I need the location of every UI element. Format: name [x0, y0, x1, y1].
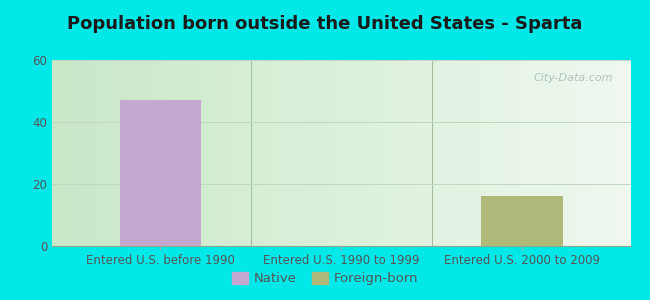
Text: Population born outside the United States - Sparta: Population born outside the United State…	[68, 15, 582, 33]
Legend: Native, Foreign-born: Native, Foreign-born	[227, 266, 423, 290]
Text: City-Data.com: City-Data.com	[534, 73, 613, 83]
Bar	[482, 196, 563, 246]
Bar	[120, 100, 201, 246]
